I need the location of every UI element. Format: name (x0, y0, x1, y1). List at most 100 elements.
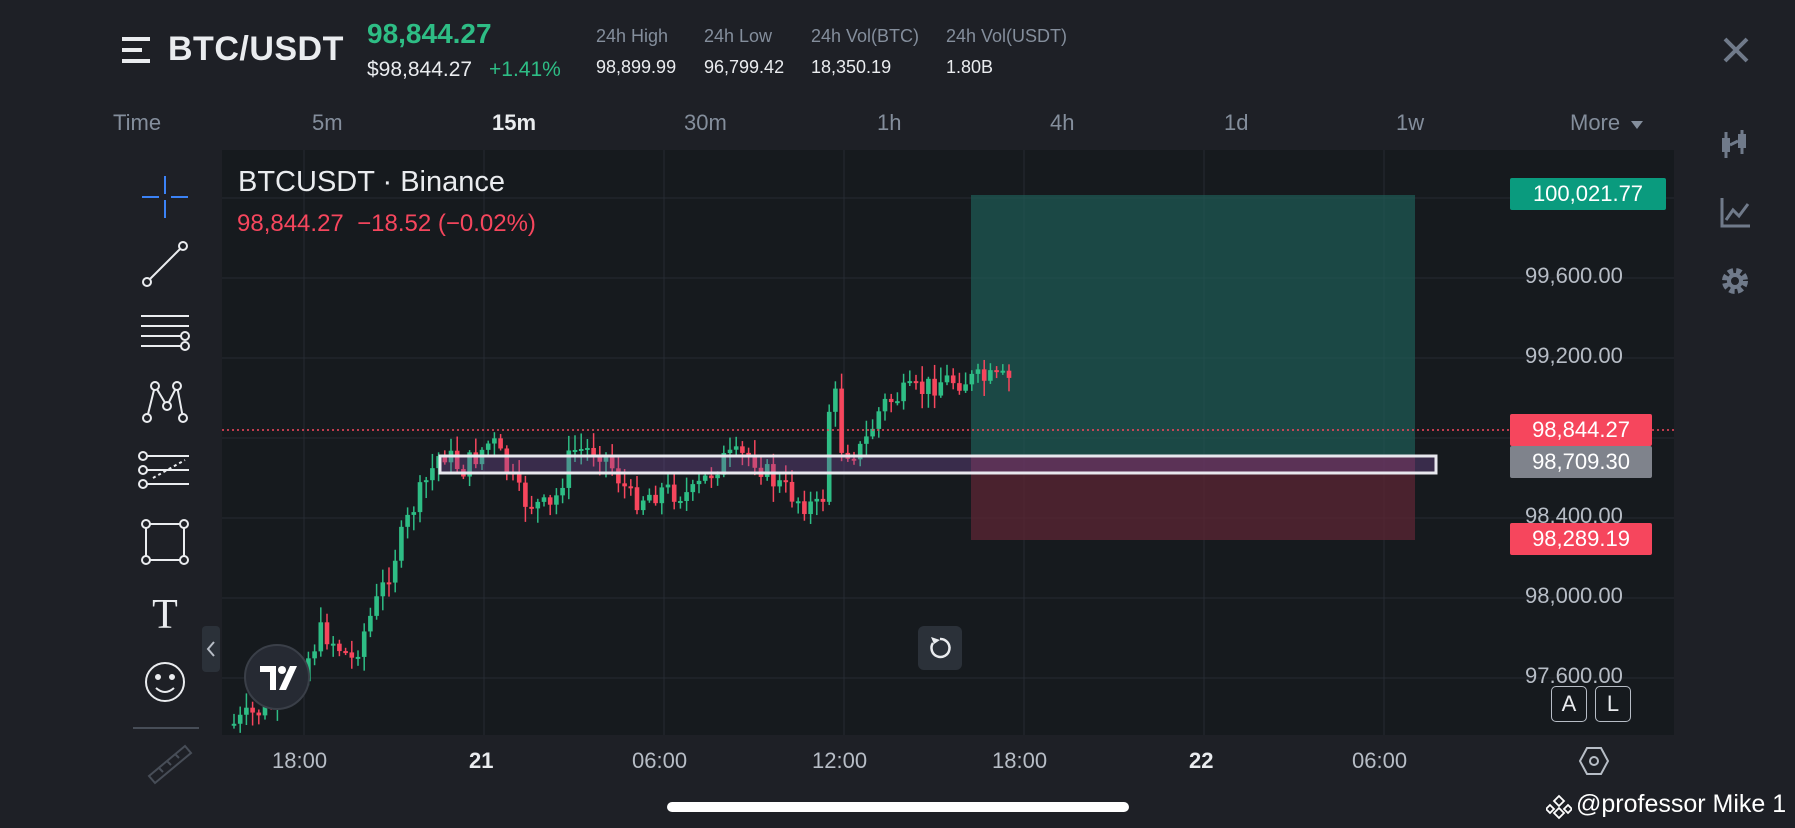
loss-zone[interactable] (971, 457, 1415, 540)
close-button[interactable] (1720, 34, 1752, 66)
candle-body (572, 449, 578, 452)
hexagon-settings-icon (1578, 747, 1610, 775)
candle-body (802, 501, 807, 515)
tab-5m[interactable]: 5m (312, 110, 343, 135)
candle-body (622, 483, 627, 487)
candle-body (857, 443, 863, 460)
home-indicator (667, 802, 1129, 812)
log-scale-button[interactable]: L (1595, 686, 1631, 722)
chart-config-button[interactable] (1578, 745, 1610, 782)
candle-body (628, 486, 634, 489)
tab-1h[interactable]: 1h (877, 110, 902, 135)
candle-body (727, 449, 733, 454)
ruler-icon[interactable] (147, 744, 193, 785)
chart-settings-button[interactable] (1718, 264, 1752, 298)
candle-body (523, 482, 528, 507)
candle-body (485, 443, 491, 450)
text-icon[interactable]: T (152, 592, 178, 638)
price-chart[interactable]: BTCUSDT · Binance 98,844.27 −18.52 (−0.0… (222, 150, 1674, 735)
indicators-button[interactable] (1718, 196, 1752, 230)
candle-body (337, 643, 342, 652)
auto-scale-button[interactable]: A (1551, 686, 1587, 722)
candle-body (870, 428, 875, 437)
trend-line-icon[interactable] (142, 241, 188, 287)
crosshair-icon[interactable] (142, 176, 188, 218)
candle-body (597, 456, 603, 462)
candle-body (1000, 370, 1006, 373)
candle-body (318, 622, 324, 652)
candle-body (467, 452, 472, 477)
candle-body (392, 560, 398, 583)
candle-body (895, 401, 900, 404)
candle-body (882, 398, 888, 412)
rectangle-icon[interactable] (141, 519, 189, 565)
tab-30m[interactable]: 30m (684, 110, 727, 135)
candle-body (907, 381, 913, 384)
candle-body (901, 382, 906, 402)
candle-body (678, 500, 683, 503)
settings-icon (1722, 268, 1748, 294)
candle-body (442, 456, 448, 463)
candle-body (696, 480, 702, 485)
time-axis-label: 22 (1189, 748, 1214, 773)
candle-body (783, 480, 789, 483)
refresh-icon (930, 637, 951, 659)
pattern-icon[interactable] (142, 381, 188, 423)
candle-body (789, 481, 795, 502)
candle-body (715, 474, 720, 479)
candle-body (795, 501, 801, 504)
more-label: More (1570, 110, 1621, 135)
tab-4h[interactable]: 4h (1050, 110, 1075, 135)
hamburger-menu-icon (122, 37, 150, 63)
resistance-rectangle[interactable] (438, 454, 1438, 475)
candle-body (919, 381, 925, 394)
tab-15m[interactable]: 15m (492, 110, 537, 135)
profit-zone[interactable] (971, 195, 1415, 457)
tab-1d[interactable]: 1d (1224, 110, 1249, 135)
candle-body (368, 615, 373, 632)
candle-body (585, 447, 590, 450)
emoji-icon[interactable] (145, 662, 185, 702)
candle-body (702, 475, 708, 481)
candle-body (740, 446, 745, 453)
tradingview-logo[interactable] (244, 644, 310, 710)
chart-ohlc-legend: 98,844.27 −18.52 (−0.02%) (237, 210, 536, 237)
candlestick-type-button[interactable] (1718, 128, 1752, 162)
candle-body (665, 484, 671, 488)
drawing-toolbar: T (113, 150, 213, 785)
price-scale-label: 98,000.00 (1525, 583, 1623, 608)
candle-body (349, 652, 355, 658)
time-axis-label: 12:00 (812, 748, 868, 773)
candle-body (932, 378, 937, 396)
horizontal-lines-icon[interactable] (141, 315, 190, 351)
caret-down-icon (1631, 121, 1644, 129)
candle-body (237, 714, 243, 724)
reset-chart-button[interactable] (918, 626, 962, 670)
fib-icon[interactable] (138, 451, 189, 489)
more-dropdown[interactable]: More (1570, 110, 1644, 136)
candle-body (417, 482, 423, 513)
candle-body (554, 495, 559, 505)
candle-body (492, 438, 497, 444)
collapse-toolbar-handle[interactable] (202, 626, 220, 672)
candle-body (777, 480, 782, 487)
time-axis-label: 06:00 (632, 748, 688, 773)
candle-body (411, 512, 417, 515)
candle-body (324, 622, 330, 645)
candle-body (709, 475, 714, 479)
pair-title[interactable]: BTC/USDT (168, 30, 344, 68)
binance-diamond-icon (1544, 794, 1574, 820)
stat-label-high: 24h High (596, 26, 669, 46)
candle-body (733, 446, 739, 450)
tab-1w[interactable]: 1w (1396, 110, 1425, 135)
time-axis-label: 18:00 (992, 748, 1048, 773)
candle-body (808, 501, 813, 515)
candle-body (498, 438, 503, 449)
candles (231, 359, 1012, 733)
stop-price-tag[interactable]: 98,289.19 (1510, 523, 1652, 555)
menu-button[interactable] (120, 34, 152, 66)
candle-body (386, 582, 392, 585)
entry-price-tag[interactable]: 98,709.30 (1510, 446, 1652, 478)
candle-body (330, 643, 336, 646)
target-price-tag[interactable]: 100,021.77 (1510, 178, 1666, 210)
